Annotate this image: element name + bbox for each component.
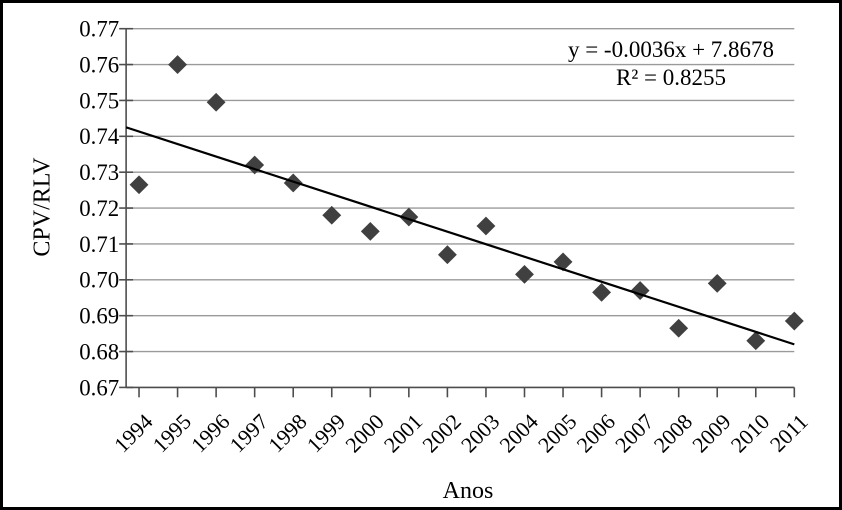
x-tick-label: 2003 (456, 410, 504, 458)
x-tick-label: 1996 (187, 410, 235, 458)
data-point (360, 221, 380, 241)
y-tick-label: 0.71 (79, 232, 119, 257)
r-squared-value: R² = 0.8255 (616, 65, 726, 90)
trendline-annotation: y = -0.0036x + 7.8678 R² = 0.8255 (521, 36, 821, 92)
data-point (784, 311, 804, 331)
x-tick-label: 1995 (148, 410, 196, 458)
x-tick-label: 2001 (379, 410, 427, 458)
y-axis-title: CPV/RLV (29, 157, 56, 257)
x-tick-label: 2008 (649, 410, 697, 458)
data-point (206, 92, 226, 112)
data-point (515, 265, 534, 284)
trendline-equation: y = -0.0036x + 7.8678 (567, 37, 775, 62)
data-point (437, 245, 457, 265)
x-tick-label: 2011 (765, 410, 812, 457)
y-tick-label: 0.68 (79, 340, 119, 365)
y-tick-label: 0.72 (79, 196, 119, 221)
y-tick-label: 0.74 (79, 124, 120, 149)
data-point (322, 205, 342, 225)
data-point (476, 216, 496, 236)
data-point (746, 331, 766, 351)
x-tick-label: 1999 (302, 410, 350, 458)
data-point (168, 55, 188, 74)
x-tick-label: 2004 (495, 410, 543, 458)
y-tick-label: 0.77 (79, 17, 119, 42)
y-tick-label: 0.75 (79, 88, 119, 113)
x-tick-label: 1994 (110, 410, 158, 458)
scatter-plot-canvas: 0.77 0.76 0.75 0.74 0.73 0.72 0.71 0.70 0.69 0.68… (79, 17, 813, 458)
x-tick-label: 2002 (418, 410, 466, 458)
y-tick-label: 0.76 (79, 53, 119, 78)
data-point (592, 282, 612, 302)
data-point (283, 173, 303, 193)
x-tick-label: 1998 (264, 410, 312, 458)
x-tick-label: 2006 (572, 410, 620, 458)
data-point (669, 318, 689, 338)
x-axis-title: Anos (442, 478, 494, 504)
x-tick-label: 2010 (726, 410, 774, 458)
x-tick-label: 2007 (611, 410, 659, 458)
data-point (707, 274, 727, 293)
x-tick-label: 2009 (688, 410, 736, 458)
x-tick-label: 2000 (341, 410, 389, 458)
y-tick-label: 0.73 (79, 160, 119, 185)
trendline (125, 126, 795, 346)
x-tick-label: 2005 (534, 410, 582, 458)
y-tick-label: 0.67 (79, 375, 119, 400)
y-tick-label: 0.69 (79, 304, 119, 329)
y-tick-label: 0.70 (79, 268, 119, 293)
data-point (129, 175, 149, 195)
x-tick-label: 1997 (225, 410, 273, 458)
